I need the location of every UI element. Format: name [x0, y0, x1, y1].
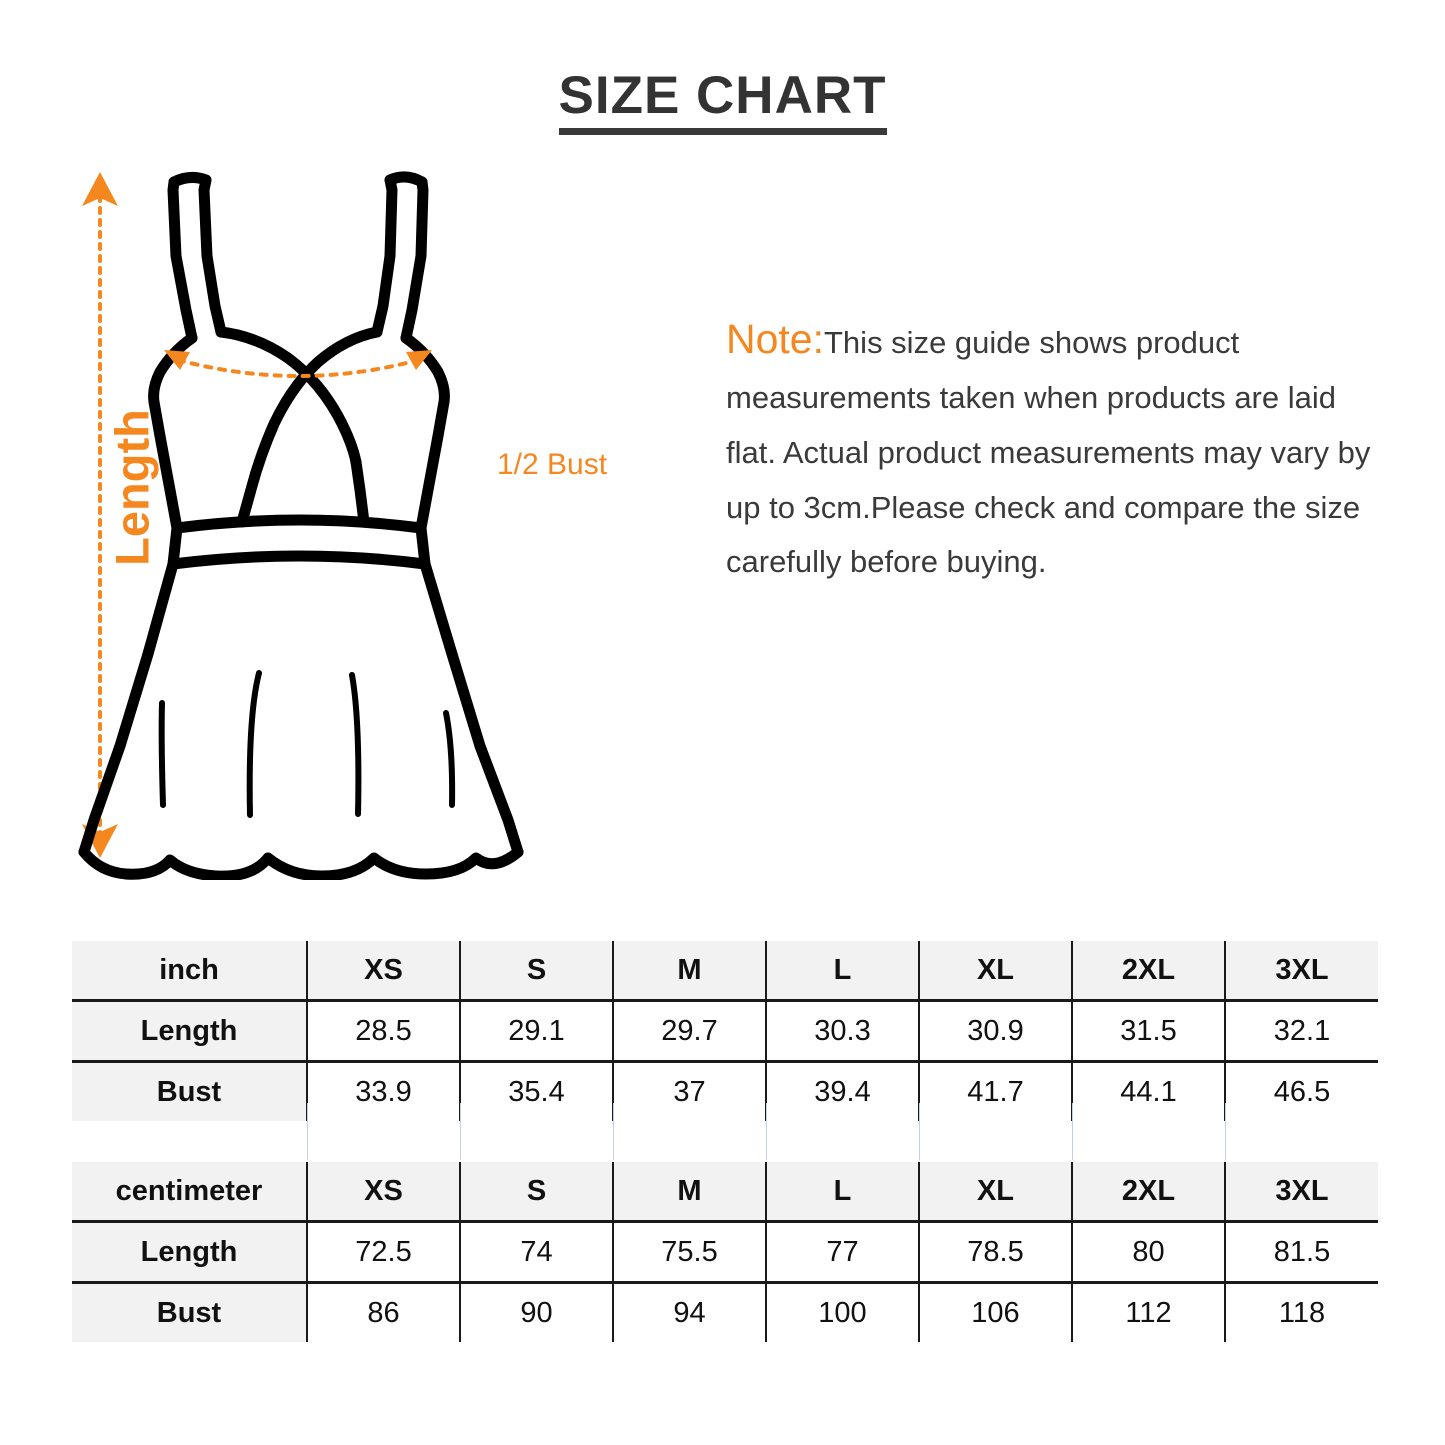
column-header-2xl: 2XL	[1071, 1162, 1226, 1223]
dress-outline	[78, 171, 524, 880]
column-header-2xl: 2XL	[1071, 941, 1226, 1002]
size-table-inch: inch XS S M L XL 2XL 3XL Length 28.5 29.…	[72, 941, 1378, 1121]
column-header-3xl: 3XL	[1224, 941, 1378, 1002]
cell-bust-l: 100	[765, 1282, 920, 1342]
gap-gridline	[766, 1103, 767, 1160]
gap-gridline	[613, 1103, 614, 1160]
table-row-length: Length 28.5 29.1 29.7 30.3 30.9 31.5 32.…	[72, 1000, 1378, 1063]
note-text: This size guide shows product measuremen…	[726, 325, 1371, 580]
table-header-row: centimeter XS S M L XL 2XL 3XL	[72, 1162, 1378, 1223]
title-underline	[558, 127, 887, 135]
bust-measure-label: 1/2 Bust	[497, 448, 608, 481]
cell-length-2xl: 80	[1071, 1221, 1226, 1284]
cell-length-s: 74	[459, 1221, 614, 1284]
spreadsheet-gap-gridlines	[72, 1103, 1378, 1160]
cell-length-s: 29.1	[459, 1000, 614, 1063]
page-title: SIZE CHART	[558, 66, 887, 135]
cell-length-m: 29.7	[612, 1000, 767, 1063]
column-header-s: S	[459, 941, 614, 1002]
column-header-s: S	[459, 1162, 614, 1223]
cell-bust-3xl: 118	[1224, 1282, 1378, 1342]
column-header-l: L	[765, 941, 920, 1002]
column-header-xs: XS	[306, 1162, 461, 1223]
table-row-length: Length 72.5 74 75.5 77 78.5 80 81.5	[72, 1221, 1378, 1284]
gap-gridline	[1225, 1103, 1226, 1160]
cell-bust-m: 37	[612, 1061, 767, 1121]
column-header-l: L	[765, 1162, 920, 1223]
unit-header: inch	[72, 941, 308, 1002]
cell-length-xs: 72.5	[306, 1221, 461, 1284]
column-header-m: M	[612, 941, 767, 1002]
bust-measure-arrow	[164, 350, 432, 378]
cell-length-xl: 30.9	[918, 1000, 1073, 1063]
column-header-xl: XL	[918, 1162, 1073, 1223]
cell-bust-xl: 41.7	[918, 1061, 1073, 1121]
cell-bust-3xl: 46.5	[1224, 1061, 1378, 1121]
cell-bust-2xl: 112	[1071, 1282, 1226, 1342]
gap-gridline	[1072, 1103, 1073, 1160]
row-label-length: Length	[72, 1221, 308, 1284]
length-measure-label: Length	[105, 409, 159, 566]
skirt-pleat-lines	[158, 670, 456, 818]
gap-gridline	[307, 1103, 308, 1160]
column-header-xs: XS	[306, 941, 461, 1002]
cell-length-3xl: 32.1	[1224, 1000, 1378, 1063]
cell-bust-m: 94	[612, 1282, 767, 1342]
gap-gridline	[460, 1103, 461, 1160]
gap-gridline	[919, 1103, 920, 1160]
size-table-centimeter: centimeter XS S M L XL 2XL 3XL Length 72…	[72, 1162, 1378, 1342]
row-label-length: Length	[72, 1000, 308, 1063]
cell-bust-s: 35.4	[459, 1061, 614, 1121]
table-row-bust: Bust 86 90 94 100 106 112 118	[72, 1282, 1378, 1342]
dress-illustration: Length 1/2 Bust	[60, 160, 680, 880]
table-header-row: inch XS S M L XL 2XL 3XL	[72, 941, 1378, 1002]
cell-bust-2xl: 44.1	[1071, 1061, 1226, 1121]
cell-bust-l: 39.4	[765, 1061, 920, 1121]
cell-bust-xs: 86	[306, 1282, 461, 1342]
cell-length-3xl: 81.5	[1224, 1221, 1378, 1284]
cell-bust-s: 90	[459, 1282, 614, 1342]
cell-length-l: 77	[765, 1221, 920, 1284]
cell-length-xl: 78.5	[918, 1221, 1073, 1284]
column-header-xl: XL	[918, 941, 1073, 1002]
note-label: Note:	[726, 316, 824, 362]
cell-length-m: 75.5	[612, 1221, 767, 1284]
cell-length-l: 30.3	[765, 1000, 920, 1063]
cell-bust-xl: 106	[918, 1282, 1073, 1342]
column-header-3xl: 3XL	[1224, 1162, 1378, 1223]
column-header-m: M	[612, 1162, 767, 1223]
unit-header: centimeter	[72, 1162, 308, 1223]
cell-bust-xs: 33.9	[306, 1061, 461, 1121]
note-block: Note:This size guide shows product measu…	[726, 312, 1391, 590]
cell-length-2xl: 31.5	[1071, 1000, 1226, 1063]
page-title-text: SIZE CHART	[558, 66, 887, 125]
table-row-bust: Bust 33.9 35.4 37 39.4 41.7 44.1 46.5	[72, 1061, 1378, 1121]
row-label-bust: Bust	[72, 1061, 308, 1121]
cell-length-xs: 28.5	[306, 1000, 461, 1063]
row-label-bust: Bust	[72, 1282, 308, 1342]
dress-diagram-svg	[78, 171, 524, 880]
page-title-block: SIZE CHART	[0, 68, 1445, 135]
